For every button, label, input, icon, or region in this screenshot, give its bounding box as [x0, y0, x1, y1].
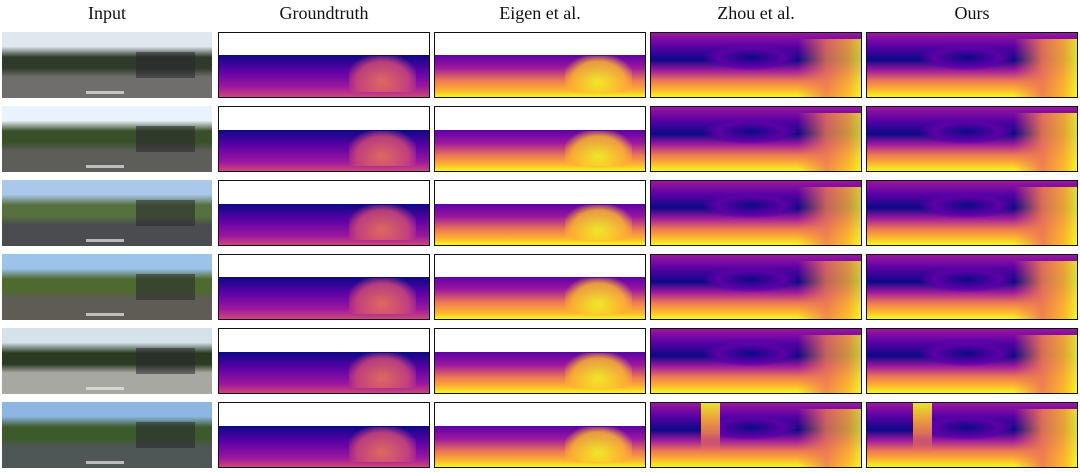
- input-photo: [2, 106, 212, 172]
- near-object-region: [1014, 39, 1077, 97]
- header-groundtruth: Groundtruth: [279, 3, 369, 23]
- far-region: [703, 266, 798, 293]
- far-region: [703, 192, 798, 219]
- near-object-region: [798, 409, 861, 467]
- near-object-region: [1014, 113, 1077, 171]
- scene-object: [136, 51, 196, 79]
- near-object-region: [565, 278, 633, 314]
- groundtruth-depth-map: [218, 106, 430, 172]
- near-object-region: [565, 353, 633, 388]
- scene-object: [136, 199, 196, 227]
- groundtruth-depth-map: [218, 180, 430, 246]
- eigen-depth-map: [434, 106, 646, 172]
- eigen-depth-map: [434, 402, 646, 468]
- zhou-depth-map: [650, 254, 862, 320]
- groundtruth-depth-map: [218, 32, 430, 98]
- far-region: [703, 340, 798, 367]
- header-eigen: Eigen et al.: [499, 3, 581, 23]
- pole-region: [701, 403, 721, 455]
- scene-object: [136, 347, 196, 375]
- road-marking: [86, 313, 124, 316]
- ours-depth-map: [866, 180, 1078, 246]
- zhou-depth-map: [650, 328, 862, 394]
- ours-depth-map: [866, 254, 1078, 320]
- ours-depth-map: [866, 402, 1078, 468]
- zhou-depth-map: [650, 106, 862, 172]
- far-region: [919, 192, 1014, 219]
- ours-depth-map: [866, 106, 1078, 172]
- ours-depth-map: [866, 32, 1078, 98]
- road-marking: [86, 239, 124, 242]
- header-zhou: Zhou et al.: [717, 3, 795, 23]
- pole-region: [913, 403, 933, 455]
- near-object-region: [798, 113, 861, 171]
- road-marking: [86, 387, 124, 390]
- near-object-region: [798, 39, 861, 97]
- eigen-depth-map: [434, 254, 646, 320]
- near-object-region: [349, 56, 417, 92]
- road-marking: [86, 91, 124, 94]
- scene-object: [136, 421, 196, 449]
- input-photo: [2, 32, 212, 98]
- near-object-region: [565, 56, 633, 92]
- near-object-region: [349, 427, 417, 462]
- near-object-region: [1014, 187, 1077, 245]
- near-object-region: [798, 335, 861, 393]
- road-marking: [86, 461, 124, 464]
- zhou-depth-map: [650, 32, 862, 98]
- near-object-region: [798, 261, 861, 319]
- near-object-region: [349, 278, 417, 314]
- eigen-depth-map: [434, 328, 646, 394]
- far-region: [919, 414, 1014, 441]
- header-input: Input: [88, 3, 126, 23]
- zhou-depth-map: [650, 402, 862, 468]
- near-object-region: [565, 205, 633, 240]
- groundtruth-depth-map: [218, 328, 430, 394]
- groundtruth-depth-map: [218, 254, 430, 320]
- near-object-region: [349, 205, 417, 240]
- far-region: [703, 44, 798, 71]
- eigen-depth-map: [434, 32, 646, 98]
- far-region: [919, 44, 1014, 71]
- near-object-region: [1014, 261, 1077, 319]
- header-ours: Ours: [954, 3, 990, 23]
- far-region: [703, 118, 798, 145]
- scene-object: [136, 125, 196, 153]
- near-object-region: [565, 131, 633, 166]
- near-object-region: [349, 353, 417, 388]
- far-region: [919, 118, 1014, 145]
- ours-depth-map: [866, 328, 1078, 394]
- input-photo: [2, 328, 212, 394]
- near-object-region: [565, 427, 633, 462]
- scene-object: [136, 273, 196, 301]
- eigen-depth-map: [434, 180, 646, 246]
- input-photo: [2, 402, 212, 468]
- input-photo: [2, 180, 212, 246]
- input-photo: [2, 254, 212, 320]
- near-object-region: [798, 187, 861, 245]
- near-object-region: [1014, 335, 1077, 393]
- near-object-region: [349, 131, 417, 166]
- far-region: [919, 340, 1014, 367]
- road-marking: [86, 165, 124, 168]
- near-object-region: [1014, 409, 1077, 467]
- far-region: [919, 266, 1014, 293]
- groundtruth-depth-map: [218, 402, 430, 468]
- zhou-depth-map: [650, 180, 862, 246]
